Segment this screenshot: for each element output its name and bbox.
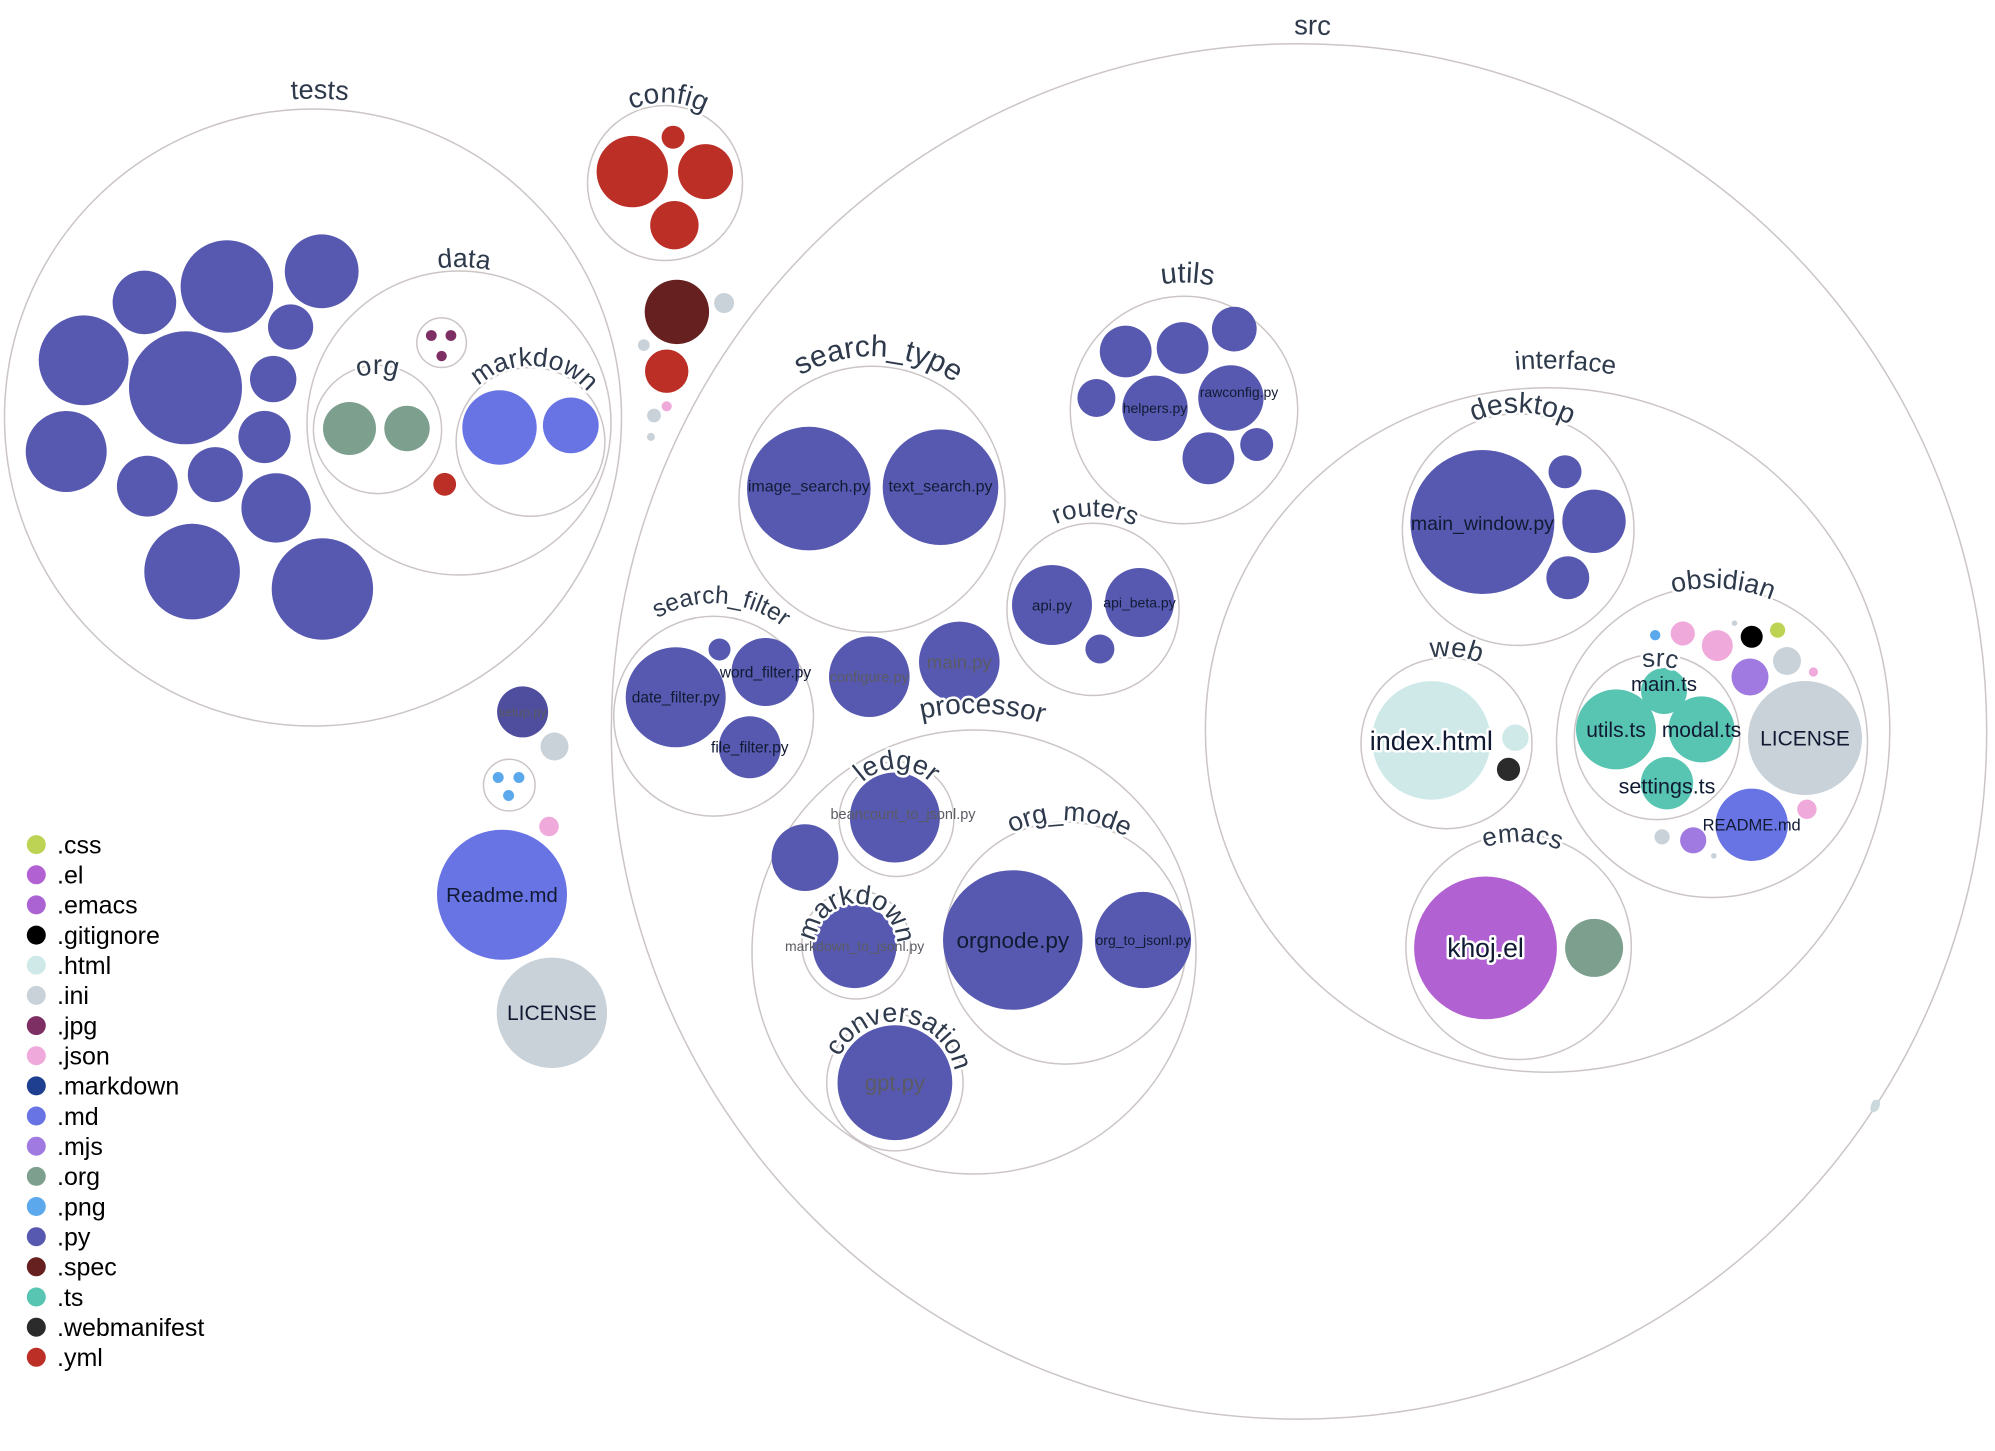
svg-text:.md: .md [57,1103,99,1131]
svg-text:.gitignore: .gitignore [57,922,160,950]
svg-text:.el: .el [57,862,83,890]
svg-text:main.ts: main.ts [1631,673,1697,696]
svg-text:.emacs: .emacs [57,892,138,920]
svg-text:helpers.py: helpers.py [1123,400,1188,416]
svg-text:.org: .org [57,1163,100,1191]
svg-text:.png: .png [57,1193,106,1221]
svg-text:data: data [436,243,493,276]
svg-text:khoj.el: khoj.el [1447,933,1524,963]
svg-text:word_filter.py: word_filter.py [719,664,812,681]
svg-text:tests: tests [290,75,350,107]
svg-text:api.py: api.py [1032,597,1073,614]
svg-text:settings.ts: settings.ts [1619,775,1716,799]
svg-text:api_beta.py: api_beta.py [1103,594,1175,610]
svg-text:.ts: .ts [57,1284,83,1312]
svg-text:text_search.py: text_search.py [888,479,992,496]
svg-text:org_to_jsonl.py: org_to_jsonl.py [1096,932,1191,948]
svg-text:date_filter.py: date_filter.py [632,690,720,707]
svg-text:.markdown: .markdown [57,1073,179,1101]
svg-text:.webmanifest: .webmanifest [57,1314,204,1342]
svg-text:README.md: README.md [1703,817,1801,835]
svg-text:LICENSE: LICENSE [1760,727,1850,750]
svg-text:configure.py: configure.py [830,670,910,686]
svg-text:Readme.md: Readme.md [446,884,558,907]
svg-text:.jpg: .jpg [57,1012,97,1040]
svg-text:.json: .json [57,1042,110,1070]
svg-text:markdown_to_jsonl.py: markdown_to_jsonl.py [785,938,924,954]
svg-text:src: src [1641,644,1681,675]
svg-text:.ini: .ini [57,982,89,1010]
svg-text:beancount_to_jsonl.py: beancount_to_jsonl.py [830,807,976,823]
svg-text:setup.py: setup.py [498,704,547,719]
svg-text:orgnode.py: orgnode.py [957,928,1070,953]
svg-text:main_window.py: main_window.py [1411,513,1554,535]
svg-text:gpt.py: gpt.py [865,1070,925,1095]
svg-text:file_filter.py: file_filter.py [711,740,789,757]
svg-text:web: web [1428,631,1488,669]
svg-text:index.html: index.html [1370,726,1493,756]
svg-text:utils.ts: utils.ts [1586,719,1646,742]
svg-text:utils: utils [1159,257,1217,292]
svg-text:.py: .py [57,1223,91,1251]
svg-text:main.py: main.py [927,651,993,672]
svg-text:.mjs: .mjs [57,1133,103,1161]
svg-text:modal.ts: modal.ts [1662,719,1741,742]
svg-text:src: src [1294,9,1332,41]
svg-text:image_search.py: image_search.py [748,479,870,496]
svg-text:org: org [352,349,402,383]
svg-text:.css: .css [57,831,101,859]
svg-text:.yml: .yml [57,1344,103,1372]
svg-text:LICENSE: LICENSE [507,1002,597,1025]
svg-text:rawconfig.py: rawconfig.py [1200,384,1279,400]
svg-text:.html: .html [57,952,111,980]
svg-text:.spec: .spec [57,1254,117,1282]
